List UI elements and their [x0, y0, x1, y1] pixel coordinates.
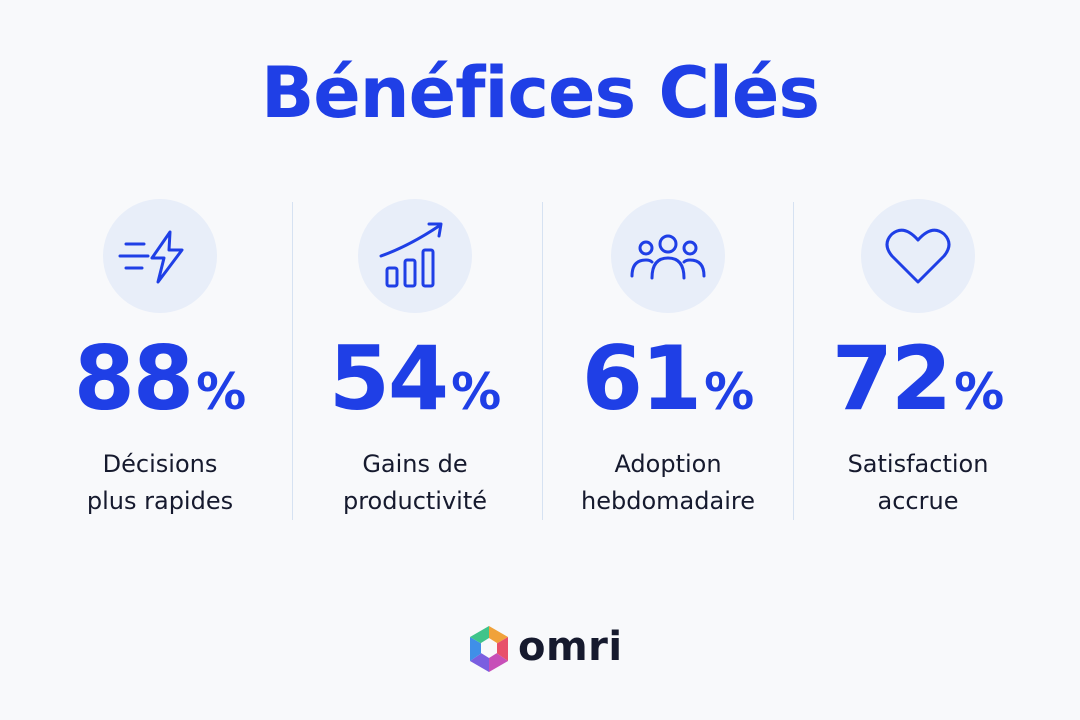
- text: accrue: [877, 487, 959, 515]
- stat-card: 54% Gains de productivité: [290, 198, 540, 520]
- brand-logo: [470, 626, 508, 672]
- stat-label: Satisfaction accrue: [793, 446, 1043, 520]
- text: hebdomadaire: [581, 487, 755, 515]
- stat-label: Décisions plus rapides: [35, 446, 285, 520]
- divider: [793, 202, 794, 520]
- text: %: [451, 363, 502, 421]
- text: Adoption: [614, 450, 722, 478]
- text: Décisions: [102, 450, 218, 478]
- text: 88: [73, 327, 194, 430]
- stat-value: 72%: [793, 334, 1043, 424]
- stat-card: 72% Satisfaction accrue: [793, 198, 1043, 520]
- text: Gains de: [362, 450, 468, 478]
- icon-heart: [861, 199, 975, 313]
- stat-label: Adoption hebdomadaire: [543, 446, 793, 520]
- text: %: [704, 363, 755, 421]
- divider: [292, 202, 293, 520]
- stat-card: 88% Décisions plus rapides: [35, 198, 285, 520]
- text: productivité: [342, 487, 488, 515]
- divider: [542, 202, 543, 520]
- text: %: [954, 363, 1005, 421]
- icon-growth: [358, 199, 472, 313]
- icon-lightning: [103, 199, 217, 313]
- stat-value: 88%: [35, 334, 285, 424]
- brand-name: omri: [518, 624, 623, 670]
- brand: omri: [466, 622, 626, 678]
- title: Bénéfices Clés: [260, 52, 820, 134]
- text: %: [196, 363, 247, 421]
- text: plus rapides: [86, 487, 234, 515]
- icon-users: [611, 199, 725, 313]
- text: Satisfaction: [847, 450, 989, 478]
- stat-label: Gains de productivité: [290, 446, 540, 520]
- stat-value: 54%: [290, 334, 540, 424]
- text: 54: [328, 327, 449, 430]
- text: 61: [581, 327, 702, 430]
- stat-card: 61% Adoption hebdomadaire: [543, 198, 793, 520]
- stat-value: 61%: [543, 334, 793, 424]
- text: 72: [831, 327, 952, 430]
